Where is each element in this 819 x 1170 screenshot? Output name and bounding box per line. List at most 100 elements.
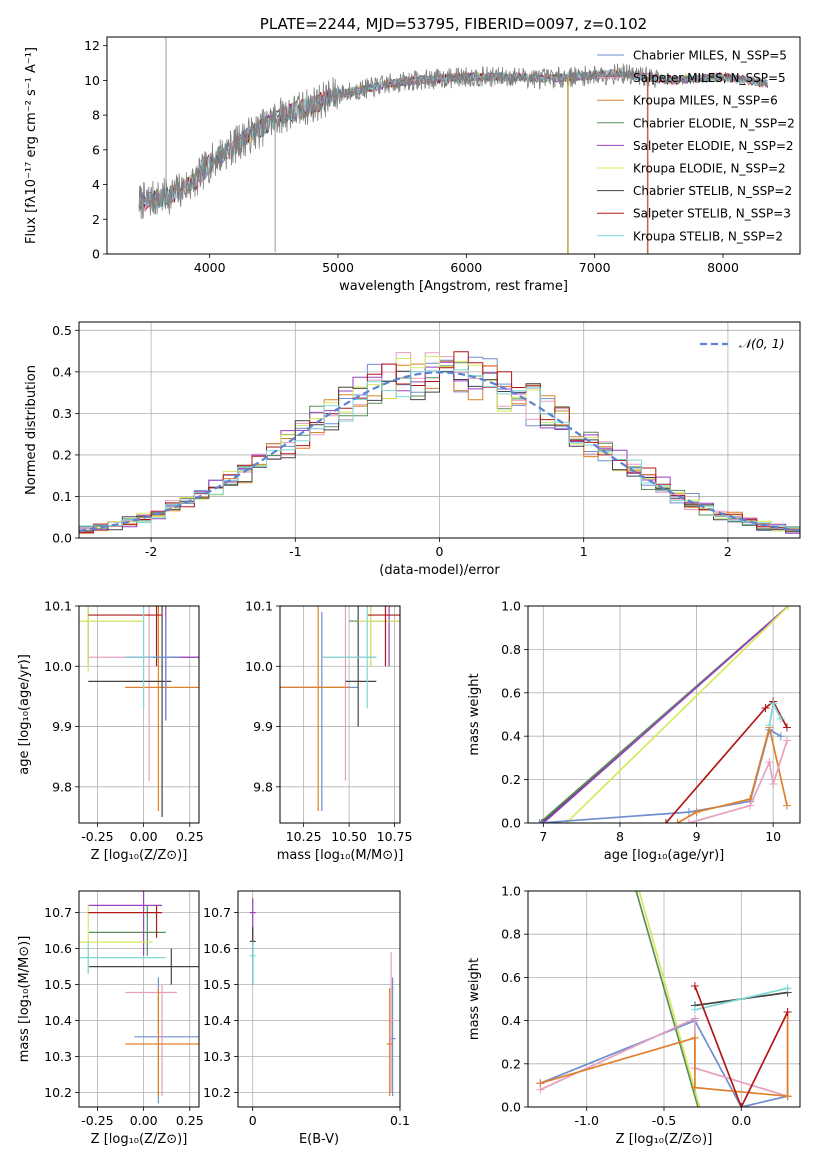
data-marker <box>690 1005 699 1014</box>
data-marker <box>782 736 791 745</box>
data-marker <box>746 801 755 810</box>
y-tick-label: 0.2 <box>501 1056 521 1071</box>
axes-frame <box>106 36 801 255</box>
x-tick-label: 0.0 <box>731 1113 751 1128</box>
series-line <box>542 606 790 823</box>
y-tick-label: 10.0 <box>245 659 273 674</box>
y-tick-label: 0.5 <box>52 323 72 338</box>
x-tick-label: 6000 <box>450 260 482 275</box>
data-marker <box>539 819 548 823</box>
plot-area <box>249 898 396 1097</box>
y-tick-label: 0.0 <box>501 1100 521 1115</box>
axes-frame <box>78 890 200 1108</box>
legend: 𝒩(0, 1) <box>700 336 785 351</box>
chart-title: PLATE=2244, MJD=53795, FIBERID=0097, z=0… <box>260 15 647 33</box>
x-tick-label: 5000 <box>322 260 354 275</box>
plot-area <box>280 606 400 811</box>
x-tick-label: 10.50 <box>331 829 367 844</box>
data-marker <box>784 606 793 610</box>
data-marker <box>684 808 693 817</box>
x-tick-label: -0.5 <box>652 1113 676 1128</box>
y-tick-label: 10.0 <box>44 659 72 674</box>
legend: Chabrier MILES, N_SSP=5 Salpeter MILES, N… <box>597 49 795 243</box>
series-line <box>694 985 789 1107</box>
x-tick-label: 4000 <box>194 260 226 275</box>
x-tick-label: -0.25 <box>81 829 113 844</box>
series-line <box>676 727 788 823</box>
x-tick-label: 0.00 <box>130 1113 158 1128</box>
data-marker <box>690 1014 699 1023</box>
x-tick-label: 9 <box>693 829 701 844</box>
y-tick-label: 10.5 <box>44 977 72 992</box>
data-marker <box>776 732 785 741</box>
data-marker <box>535 819 544 823</box>
chart-mass-vs-Z: -0.25 0.00 0.25 10.2 10.3 10.4 10.5 10.6 10.7 Z [… <box>17 890 204 1147</box>
data-marker <box>765 721 774 730</box>
axes-frame <box>279 605 401 824</box>
data-marker <box>769 699 778 708</box>
x-axis-label: wavelength [Angstrom, rest frame] <box>339 279 568 294</box>
x-tick-label: -0.25 <box>81 1113 113 1128</box>
x-tick-label: 2 <box>724 544 732 559</box>
chart-weight-vs-age: 7 8 9 10 0.0 0.2 0.4 0.6 0.8 1.0 age [log₁₀(age/yr… <box>467 599 801 863</box>
axes-frame <box>237 890 401 1108</box>
data-marker <box>684 819 693 823</box>
x-tick-label: 0.25 <box>176 829 204 844</box>
histogram-step <box>79 351 800 534</box>
series-line <box>694 987 788 1011</box>
y-tick-label: 10.7 <box>44 905 72 920</box>
y-axis-label: Flux [fλ10⁻¹⁷ erg cm⁻² s⁻¹ A⁻¹] <box>24 47 39 244</box>
y-axis-label: mass weight <box>467 958 482 1040</box>
y-tick-label: 0.8 <box>501 927 521 942</box>
x-tick-label: 1 <box>580 544 588 559</box>
plot-area <box>79 891 199 1104</box>
y-tick-label: 8 <box>92 108 100 123</box>
y-tick-label: 9.8 <box>253 779 273 794</box>
x-tick-label: 0.25 <box>176 1113 204 1128</box>
y-tick-label: 10.1 <box>44 599 72 614</box>
data-marker <box>690 1033 699 1042</box>
x-tick-label: 10.25 <box>286 829 322 844</box>
y-tick-label: 0.6 <box>501 685 521 700</box>
y-tick-label: 6 <box>92 142 100 157</box>
data-marker <box>536 1079 545 1088</box>
series-line <box>665 700 788 823</box>
axes-frame <box>78 605 200 824</box>
x-tick-label: 10 <box>765 829 781 844</box>
y-tick-label: 0.4 <box>52 364 72 379</box>
data-marker <box>690 1083 699 1092</box>
x-tick-label: 0 <box>436 544 444 559</box>
data-marker <box>673 819 682 823</box>
x-tick-label: 10.75 <box>377 829 413 844</box>
y-tick-label: 9.9 <box>253 719 273 734</box>
y-tick-label: 0.4 <box>501 1013 521 1028</box>
y-tick-label: 10.2 <box>203 1085 231 1100</box>
y-tick-label: 0.2 <box>52 447 72 462</box>
y-axis-label: mass weight <box>467 673 482 755</box>
x-tick-label: 8000 <box>707 260 739 275</box>
x-tick-label: -1 <box>289 544 301 559</box>
x-tick-label: -1.0 <box>575 1113 599 1128</box>
data-marker <box>695 1103 704 1107</box>
x-axis-label: (data-model)/error <box>379 563 500 578</box>
y-tick-label: 10.4 <box>203 1013 231 1028</box>
series-line <box>540 1019 788 1107</box>
y-tick-label: 10.6 <box>44 941 72 956</box>
y-tick-label: 0.4 <box>501 729 521 744</box>
plot-area <box>536 876 792 1107</box>
data-marker <box>782 723 791 732</box>
y-tick-label: 10.2 <box>44 1085 72 1100</box>
legend-label: Kroupa MILES, N_SSP=6 <box>633 94 778 108</box>
data-marker <box>629 876 637 884</box>
x-tick-label: 7000 <box>579 260 611 275</box>
x-tick-label: 0.00 <box>130 829 158 844</box>
data-marker <box>783 1007 792 1016</box>
x-axis-label: mass [log₁₀(M/M⊙)] <box>277 848 404 863</box>
data-marker <box>783 1092 792 1101</box>
x-axis-label: Z [log₁₀(Z/Z⊙)] <box>91 848 188 863</box>
y-tick-label: 0.0 <box>52 531 72 546</box>
x-axis-label: age [log₁₀(age/yr)] <box>604 848 725 863</box>
x-axis-label: E(B-V) <box>299 1132 339 1147</box>
data-marker <box>690 982 699 991</box>
plot-area <box>79 351 800 534</box>
